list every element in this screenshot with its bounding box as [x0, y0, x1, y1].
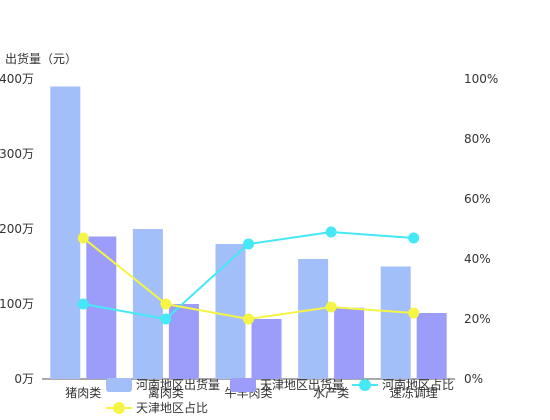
legend-swatch — [230, 378, 256, 392]
lines — [77, 226, 420, 325]
bar-1[interactable] — [416, 313, 447, 379]
legend-label: 河南地区出货量 — [136, 377, 220, 392]
left-tick-label: 100万 — [0, 297, 34, 311]
legend-item[interactable]: 天津地区占比 — [106, 400, 208, 415]
line-series-1 — [82, 237, 414, 321]
legend-item[interactable]: 河南地区出货量 — [106, 377, 220, 392]
legend-label: 天津地区出货量 — [260, 377, 344, 392]
right-axis-ticks: 0% 20% 40% 60% 80% 100% — [464, 72, 498, 386]
left-tick-label: 200万 — [0, 222, 34, 236]
right-tick-label: 80% — [464, 132, 491, 146]
bar-0[interactable] — [50, 86, 81, 380]
line-point-1[interactable] — [160, 298, 172, 310]
right-tick-label: 0% — [464, 372, 483, 386]
bar-0[interactable] — [298, 259, 329, 379]
legend-swatch — [106, 378, 132, 392]
bar-0[interactable] — [132, 229, 163, 379]
left-tick-label: 300万 — [0, 147, 34, 161]
line-point-0[interactable] — [325, 226, 337, 238]
bar-0[interactable] — [380, 266, 411, 380]
left-axis-ticks: 0万 100万 200万 300万 400万 — [0, 72, 34, 386]
left-tick-label: 0万 — [14, 372, 34, 386]
bar-0[interactable] — [215, 244, 246, 379]
x-tick-label: 禽肉类 — [148, 385, 184, 400]
line-point-0[interactable] — [77, 298, 89, 310]
right-tick-label: 100% — [464, 72, 498, 86]
x-axis-labels: 猪肉类 禽肉类 牛羊肉类 水产类 速冻调理 — [65, 385, 437, 400]
legend-swatch-dot — [113, 402, 125, 414]
bar-1[interactable] — [251, 319, 282, 379]
right-tick-label: 20% — [464, 312, 491, 326]
legend-label: 河南地区占比 — [382, 377, 454, 392]
legend-label: 天津地区占比 — [136, 400, 208, 415]
x-tick-label: 速冻调理 — [390, 385, 438, 400]
right-tick-label: 60% — [464, 192, 491, 206]
line-point-0[interactable] — [243, 238, 254, 250]
line-point-0[interactable] — [408, 232, 420, 244]
line-point-0[interactable] — [160, 313, 172, 325]
bar-1[interactable] — [334, 307, 365, 379]
legend-swatch-dot — [359, 379, 371, 391]
line-point-1[interactable] — [325, 301, 337, 313]
left-axis-title: 出货量（元） — [5, 51, 77, 66]
line-point-1[interactable] — [77, 232, 89, 244]
bars — [50, 86, 447, 380]
left-tick-label: 400万 — [0, 72, 34, 86]
bar-1[interactable] — [168, 304, 199, 379]
legend-item[interactable]: 河南地区占比 — [352, 377, 454, 392]
x-tick-label: 水产类 — [313, 386, 349, 400]
legend-item[interactable]: 天津地区出货量 — [230, 377, 344, 392]
line-point-1[interactable] — [408, 307, 420, 319]
right-tick-label: 40% — [464, 252, 491, 266]
x-tick-label: 猪肉类 — [65, 386, 101, 400]
line-point-1[interactable] — [243, 313, 254, 325]
